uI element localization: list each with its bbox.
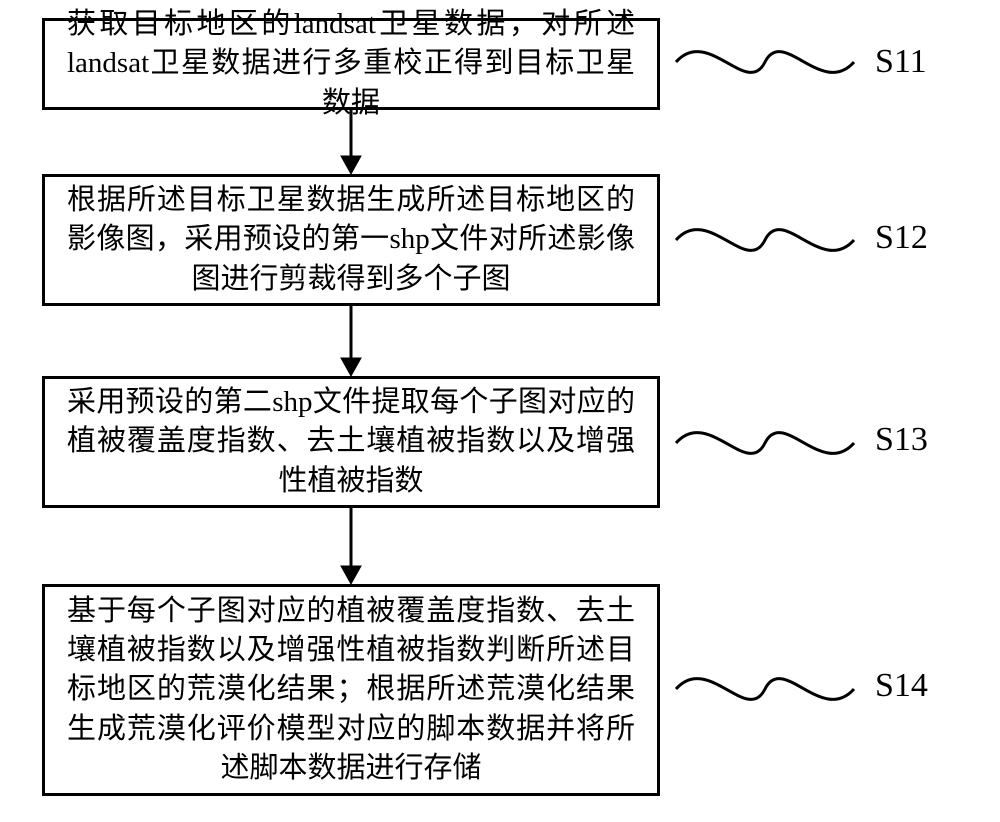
step-text: 获取目标地区的landsat卫星数据，对所述landsat卫星数据进行多重校正得… <box>67 5 635 122</box>
flow-arrow <box>336 508 366 584</box>
step-label-s13: S13 <box>875 421 928 459</box>
brace-connector <box>676 624 854 754</box>
step-box-s14: 基于每个子图对应的植被覆盖度指数、去土壤植被指数以及增强性植被指数判断所述目标地… <box>42 584 660 796</box>
brace-connector <box>676 195 854 285</box>
brace-connector <box>676 398 854 488</box>
step-box-s12: 根据所述目标卫星数据生成所述目标地区的影像图，采用预设的第一shp文件对所述影像… <box>42 174 660 306</box>
step-box-s13: 采用预设的第二shp文件提取每个子图对应的植被覆盖度指数、去土壤植被指数以及增强… <box>42 376 660 508</box>
step-text: 根据所述目标卫星数据生成所述目标地区的影像图，采用预设的第一shp文件对所述影像… <box>67 181 635 298</box>
step-label-s11: S11 <box>875 43 927 81</box>
step-box-s11: 获取目标地区的landsat卫星数据，对所述landsat卫星数据进行多重校正得… <box>42 18 660 110</box>
step-label-s12: S12 <box>875 219 928 257</box>
step-text: 基于每个子图对应的植被覆盖度指数、去土壤植被指数以及增强性植被指数判断所述目标地… <box>67 592 635 788</box>
flowchart-container: 获取目标地区的landsat卫星数据，对所述landsat卫星数据进行多重校正得… <box>0 0 1000 822</box>
brace-connector <box>676 28 854 96</box>
step-text: 采用预设的第二shp文件提取每个子图对应的植被覆盖度指数、去土壤植被指数以及增强… <box>67 383 635 500</box>
flow-arrow <box>336 306 366 376</box>
step-label-s14: S14 <box>875 667 928 705</box>
flow-arrow <box>336 110 366 174</box>
